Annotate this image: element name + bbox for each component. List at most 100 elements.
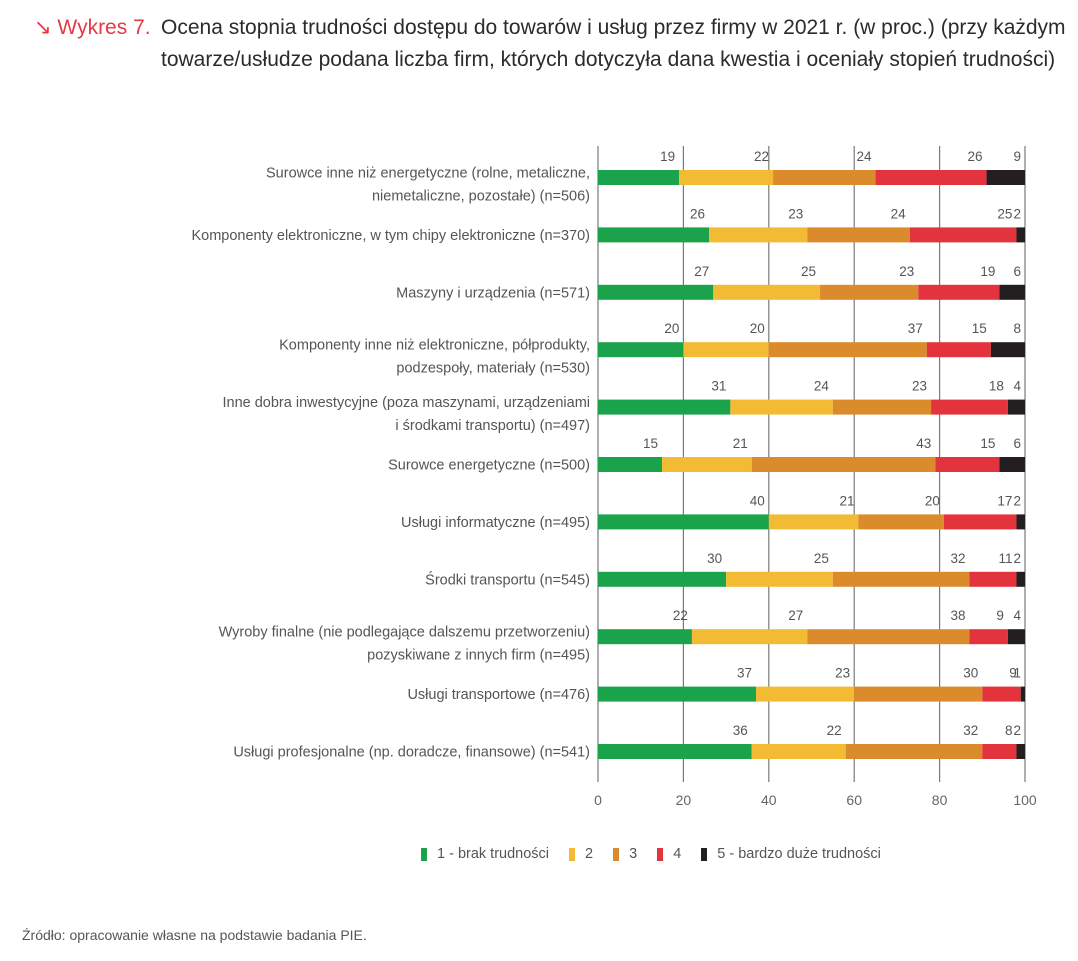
bar-segment bbox=[1016, 571, 1025, 587]
legend-swatch bbox=[701, 847, 708, 861]
data-label: 22 bbox=[754, 149, 769, 164]
x-tick-label: 40 bbox=[761, 792, 777, 808]
bar-segment bbox=[598, 227, 710, 243]
data-label: 23 bbox=[912, 379, 927, 394]
category-label: Surowce inne niż energetyczne (rolne, me… bbox=[266, 166, 590, 205]
bar-segment bbox=[598, 284, 714, 300]
bar-segment bbox=[1007, 399, 1025, 415]
bar-segment bbox=[713, 284, 821, 300]
data-label: 25 bbox=[801, 264, 816, 279]
legend-swatch bbox=[421, 847, 427, 861]
bar-segment bbox=[1007, 629, 1025, 645]
bar-segment bbox=[755, 686, 855, 702]
legend-item: 3 bbox=[613, 846, 637, 862]
bar-segment bbox=[691, 629, 808, 645]
data-label: 24 bbox=[814, 379, 830, 394]
bar-segment bbox=[990, 342, 1025, 358]
bar-segment bbox=[751, 744, 846, 759]
bar-segment bbox=[820, 284, 919, 300]
legend-item: 1 - brak trudności bbox=[421, 846, 549, 862]
data-label: 20 bbox=[664, 321, 679, 336]
bar-segment bbox=[730, 399, 833, 415]
data-label: 20 bbox=[750, 321, 765, 336]
legend-swatch bbox=[569, 847, 576, 861]
bar-segment bbox=[969, 629, 1008, 645]
bar-segment bbox=[768, 342, 927, 358]
data-label: 22 bbox=[673, 608, 688, 623]
data-label: 26 bbox=[968, 149, 983, 164]
data-label: 40 bbox=[750, 493, 765, 508]
bar-segment bbox=[683, 342, 769, 358]
bar-segment bbox=[709, 227, 808, 243]
legend-label: 1 - brak trudności bbox=[437, 846, 550, 862]
data-label: 8 bbox=[1013, 321, 1021, 336]
category-label: Usługi transportowe (n=476) bbox=[407, 687, 590, 703]
category-label: Środki transportu (n=545) bbox=[425, 570, 590, 588]
x-axis-ticks: 0 20 40 60 80 100 bbox=[594, 792, 1037, 808]
data-label: 2 bbox=[1013, 723, 1021, 738]
legend: 1 - brak trudności 2 3 4 5 - bardzo duże tru… bbox=[421, 846, 901, 862]
bar-segment bbox=[807, 227, 910, 243]
bars bbox=[598, 170, 1025, 759]
bar-segment bbox=[598, 399, 731, 415]
x-tick-label: 20 bbox=[676, 792, 692, 808]
data-label: 21 bbox=[839, 493, 854, 508]
bar-segment bbox=[1016, 744, 1025, 759]
data-label: 37 bbox=[737, 666, 752, 681]
data-label: 30 bbox=[963, 666, 978, 681]
bar-segment bbox=[598, 571, 727, 587]
bar-segment bbox=[807, 629, 970, 645]
data-label: 27 bbox=[788, 608, 803, 623]
category-label: Komponenty elektroniczne, w tym chipy el… bbox=[191, 228, 590, 244]
bar-segment bbox=[773, 170, 876, 185]
bar-segment bbox=[598, 457, 663, 472]
legend-swatch bbox=[613, 847, 620, 861]
data-label: 8 bbox=[1005, 723, 1013, 738]
figure-label: ↘ Wykres 7. bbox=[34, 16, 151, 39]
bar-segment bbox=[926, 342, 991, 358]
data-label: 9 bbox=[996, 608, 1004, 623]
data-label: 24 bbox=[857, 149, 873, 164]
bar-segment bbox=[832, 399, 932, 415]
category-label: Wyroby finalne (nie podlegające dalszemu… bbox=[219, 625, 590, 664]
bar-segment bbox=[999, 284, 1025, 300]
data-label: 4 bbox=[1013, 379, 1021, 394]
data-label: 43 bbox=[916, 436, 931, 451]
bar-segment bbox=[598, 170, 680, 185]
bar-segment bbox=[935, 457, 1000, 472]
legend-swatch bbox=[657, 847, 664, 861]
category-label: Surowce energetyczne (n=500) bbox=[388, 458, 590, 474]
bar-segment bbox=[982, 686, 1021, 702]
bar-segment bbox=[982, 744, 1017, 759]
data-label: 1 bbox=[1013, 666, 1021, 681]
legend-item: 4 bbox=[657, 846, 681, 862]
data-label: 31 bbox=[711, 379, 726, 394]
source-note: Źródło: opracowanie własne na podstawie … bbox=[22, 927, 367, 943]
bar-segment bbox=[969, 571, 1017, 587]
bar-segment bbox=[598, 686, 756, 702]
data-label: 2 bbox=[1013, 551, 1021, 566]
data-label: 25 bbox=[997, 206, 1012, 221]
data-label: 15 bbox=[643, 436, 658, 451]
category-label: Komponenty inne niż elektroniczne, półpr… bbox=[279, 338, 590, 377]
bar-segment bbox=[999, 457, 1025, 472]
legend-label: 3 bbox=[629, 846, 638, 862]
bar-segment bbox=[918, 284, 1000, 300]
data-label: 25 bbox=[814, 551, 829, 566]
data-label: 24 bbox=[891, 206, 907, 221]
data-label: 4 bbox=[1013, 608, 1021, 623]
x-tick-label: 60 bbox=[846, 792, 862, 808]
category-label: Inne dobra inwestycyjne (poza maszynami,… bbox=[222, 395, 590, 434]
category-label: Usługi informatyczne (n=495) bbox=[401, 515, 590, 531]
data-label: 6 bbox=[1013, 436, 1021, 451]
data-label: 22 bbox=[827, 723, 842, 738]
x-tick-label: 80 bbox=[932, 792, 948, 808]
data-label: 30 bbox=[707, 551, 722, 566]
bar-segment bbox=[662, 457, 752, 472]
bar-segment bbox=[986, 170, 1025, 185]
data-label: 23 bbox=[788, 206, 803, 221]
data-label: 32 bbox=[950, 551, 965, 566]
data-label: 19 bbox=[980, 264, 995, 279]
bar-segment bbox=[845, 744, 983, 759]
bar-segment bbox=[1016, 514, 1025, 530]
